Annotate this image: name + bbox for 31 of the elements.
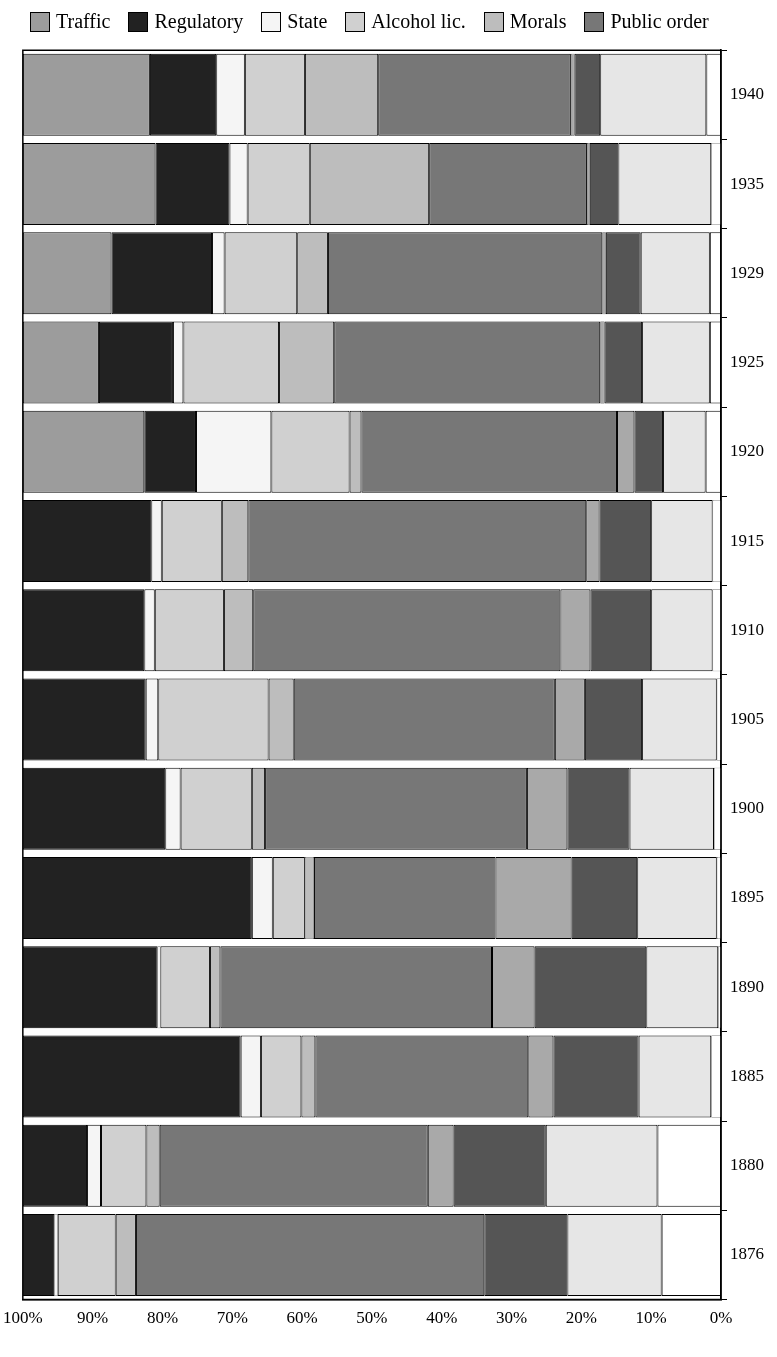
text: Public order — [610, 10, 709, 33]
y-tick-label: 1929 — [730, 262, 764, 282]
x-tick-label: 60% — [286, 1308, 318, 1328]
x-tick-label: 40% — [426, 1308, 458, 1328]
y-tick-label: 1920 — [730, 441, 764, 461]
x-tick-label: 20% — [565, 1308, 597, 1328]
y-tick-label: 1900 — [730, 798, 764, 818]
y-tick-label: 1905 — [730, 708, 764, 728]
y-tick-label: 1910 — [730, 619, 764, 639]
x-tick-label: 0% — [709, 1308, 733, 1328]
y-tick-label: 1915 — [730, 530, 764, 550]
y-tick-label: 1876 — [730, 1244, 764, 1264]
y-tick-label: 1895 — [730, 887, 764, 907]
legend-label: Morals — [509, 10, 567, 33]
x-tick-label: 70% — [216, 1308, 248, 1328]
y-tick-label: 1925 — [730, 352, 764, 372]
y-tick-label: 1935 — [730, 173, 764, 193]
x-tick-label: 100% — [2, 1308, 43, 1328]
x-tick-label: 90% — [77, 1308, 109, 1328]
y-tick-label: 1880 — [730, 1155, 764, 1175]
legend-label: Traffic — [56, 10, 111, 33]
x-tick-label: 80% — [146, 1308, 179, 1328]
legend-label: Alcohol lic. — [371, 10, 466, 33]
y-tick-label: 1940 — [730, 84, 764, 104]
y-tick-label: 1890 — [730, 976, 764, 996]
x-tick-label: 10% — [635, 1308, 667, 1328]
x-tick-label: 50% — [356, 1308, 388, 1328]
y-tick-label: 1885 — [730, 1065, 764, 1085]
legend-label: State — [287, 10, 328, 33]
x-tick-label: 30% — [495, 1308, 528, 1328]
legend-label: Regulatory — [154, 10, 244, 33]
